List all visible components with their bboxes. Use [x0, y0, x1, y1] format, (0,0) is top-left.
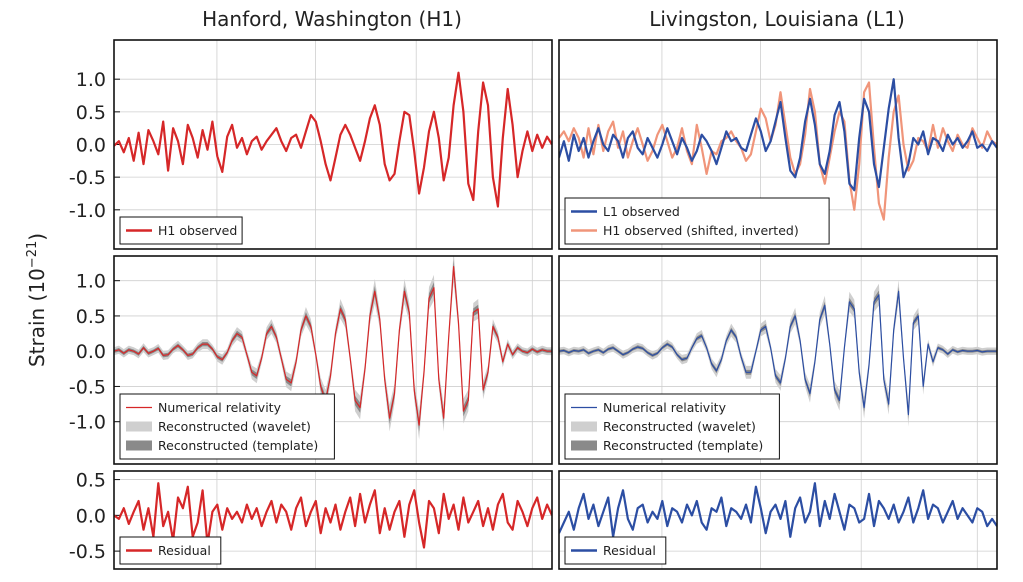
y-tick-label: 0.0	[76, 135, 106, 157]
plot-area	[114, 256, 552, 440]
legend-box	[119, 393, 335, 460]
legend-label: Residual	[158, 543, 211, 558]
y-axis-label-text: Strain (10−21)	[25, 233, 49, 367]
legend-label: L1 observed	[603, 204, 680, 219]
legend-label: Numerical relativity	[603, 400, 727, 415]
y-tick-label: 0.5	[76, 102, 106, 124]
legend-box	[564, 393, 780, 460]
title-livingston: Livingston, Louisiana (L1)	[649, 7, 905, 31]
legend: Residual	[119, 536, 222, 565]
legend-label: Reconstructed (wavelet)	[603, 419, 756, 434]
series-line-l1-observed	[559, 78, 997, 192]
series-line-numerical-relativity	[114, 266, 552, 426]
y-axis-label: Strain (10−21)	[25, 233, 49, 367]
panel-h1-reconstructed: 1.0 0.5 0.0 -0.5 -1.0 Numerical relativity Rec…	[69, 255, 553, 465]
band-reconstructed-template	[114, 259, 552, 432]
panel-l1-residual: Residual	[558, 470, 998, 570]
y-tick-label: -0.5	[69, 167, 106, 189]
y-axis-label-main: Strain (10	[25, 268, 49, 367]
panel-l1-observed: L1 observed H1 observed (shifted, inverte…	[558, 39, 998, 250]
panel-frame	[113, 470, 553, 570]
y-tick-label: 0.5	[76, 470, 106, 492]
legend-swatch	[571, 421, 597, 432]
legend: Residual	[564, 536, 667, 565]
title-hanford: Hanford, Washington (H1)	[202, 7, 462, 31]
panel-frame	[113, 255, 553, 465]
legend: L1 observed H1 observed (shifted, inverte…	[564, 197, 830, 245]
column-titles: Hanford, Washington (H1) Livingston, Lou…	[202, 7, 905, 31]
panel-frame	[558, 39, 998, 250]
legend-box	[564, 197, 830, 245]
legend-label: Residual	[603, 543, 656, 558]
y-axis-label-exponent: −21	[25, 241, 40, 268]
y-tick-label: 1.0	[76, 69, 106, 91]
panel-h1-observed: 1.0 0.5 0.0 -0.5 -1.0 H1 observed	[69, 39, 553, 250]
panel-frame	[558, 255, 998, 465]
legend: H1 observed	[119, 216, 243, 245]
y-tick-label: -0.5	[69, 541, 106, 563]
plot-area	[559, 78, 997, 221]
legend-swatch	[571, 440, 597, 451]
panels: 1.0 0.5 0.0 -0.5 -1.0 H1 observed L1 observed H…	[69, 39, 998, 570]
legend: Numerical relativity Reconstructed (wavel…	[119, 393, 335, 460]
y-tick-label: -1.0	[69, 200, 106, 222]
band-reconstructed-template	[559, 286, 997, 420]
legend-label: Numerical relativity	[158, 400, 282, 415]
y-tick-label: 0.0	[76, 505, 106, 527]
plot-area	[559, 482, 997, 538]
series-line-numerical-relativity	[559, 290, 997, 416]
legend-label: Reconstructed (template)	[603, 438, 763, 453]
legend-label: Reconstructed (template)	[158, 438, 318, 453]
plot-area	[559, 279, 997, 427]
band-reconstructed-wavelet	[559, 279, 997, 427]
series-line-h1-observed	[114, 71, 552, 208]
grid	[113, 40, 552, 249]
legend-swatch	[126, 421, 152, 432]
legend-label: H1 observed (shifted, inverted)	[603, 223, 799, 238]
series-line-residual	[114, 482, 552, 549]
panel-l1-reconstructed: Numerical relativity Reconstructed (wavel…	[558, 255, 998, 465]
series-line-residual	[559, 482, 997, 538]
legend-label: H1 observed	[158, 223, 237, 238]
band-reconstructed-wavelet	[114, 256, 552, 440]
y-tick-label: 1.0	[76, 271, 106, 293]
panel-h1-residual: 0.5 0.0 -0.5 Residual	[69, 470, 553, 570]
y-tick-label: -0.5	[69, 376, 106, 398]
y-tick-label: 0.5	[76, 306, 106, 328]
y-tick-label: 0.0	[76, 341, 106, 363]
plot-area	[114, 482, 552, 549]
legend: Numerical relativity Reconstructed (wavel…	[564, 393, 780, 460]
panel-frame	[113, 39, 553, 250]
legend-label: Reconstructed (wavelet)	[158, 419, 311, 434]
panel-frame	[558, 470, 998, 570]
legend-swatch	[126, 440, 152, 451]
plot-area	[114, 71, 552, 208]
y-axis-label-close: )	[25, 233, 49, 241]
y-tick-label: -1.0	[69, 412, 106, 434]
